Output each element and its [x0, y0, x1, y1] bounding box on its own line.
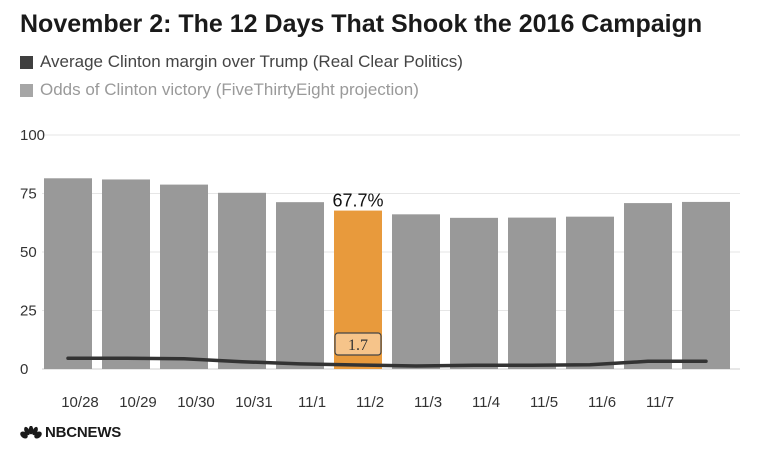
y-tick-label: 25 — [20, 303, 37, 320]
x-tick-label: 11/6 — [588, 394, 616, 411]
x-tick-label: 10/30 — [177, 394, 215, 411]
peacock-icon — [20, 425, 42, 439]
bar — [44, 178, 92, 369]
legend-label-odds: Odds of Clinton victory (FiveThirtyEight… — [40, 80, 419, 99]
bar — [102, 179, 150, 369]
bar — [508, 217, 556, 369]
bar — [160, 184, 208, 369]
x-tick-label: 11/1 — [298, 394, 326, 411]
legend-swatch-margin — [20, 55, 33, 69]
bar-highlight-label: 67.7% — [332, 191, 383, 211]
chart-legend: Average Clinton margin over Trump (Real … — [20, 48, 463, 104]
y-tick-label: 75 — [20, 186, 37, 203]
y-tick-label: 100 — [20, 127, 45, 144]
x-tick-label: 10/29 — [119, 394, 157, 411]
legend-item-odds: Odds of Clinton victory (FiveThirtyEight… — [20, 76, 463, 104]
line-highlight-label: 1.7 — [348, 337, 368, 354]
x-tick-label: 10/31 — [235, 394, 273, 411]
y-tick-label: 0 — [20, 361, 28, 378]
x-tick-label: 10/28 — [61, 394, 99, 411]
x-tick-label: 11/3 — [414, 394, 442, 411]
legend-item-margin: Average Clinton margin over Trump (Real … — [20, 48, 463, 76]
x-tick-label: 11/7 — [646, 394, 674, 411]
legend-label-margin: Average Clinton margin over Trump (Real … — [40, 52, 463, 71]
x-tick-label: 11/2 — [356, 394, 384, 411]
bar — [276, 202, 324, 369]
legend-swatch-odds — [20, 83, 33, 97]
chart-title: November 2: The 12 Days That Shook the 2… — [20, 10, 703, 38]
bar — [450, 217, 498, 369]
x-tick-label: 11/5 — [530, 394, 558, 411]
margin-line — [66, 356, 708, 368]
nbc-news-logo: NBCNEWS — [20, 424, 121, 441]
brand-name: NBCNEWS — [45, 424, 122, 441]
x-tick-label: 11/4 — [472, 394, 500, 411]
bar — [392, 214, 440, 369]
bar — [218, 192, 266, 369]
bar — [566, 216, 614, 369]
bar — [682, 201, 730, 369]
y-tick-label: 50 — [20, 244, 37, 261]
line-highlight-callout — [334, 332, 382, 356]
bar — [624, 203, 672, 369]
